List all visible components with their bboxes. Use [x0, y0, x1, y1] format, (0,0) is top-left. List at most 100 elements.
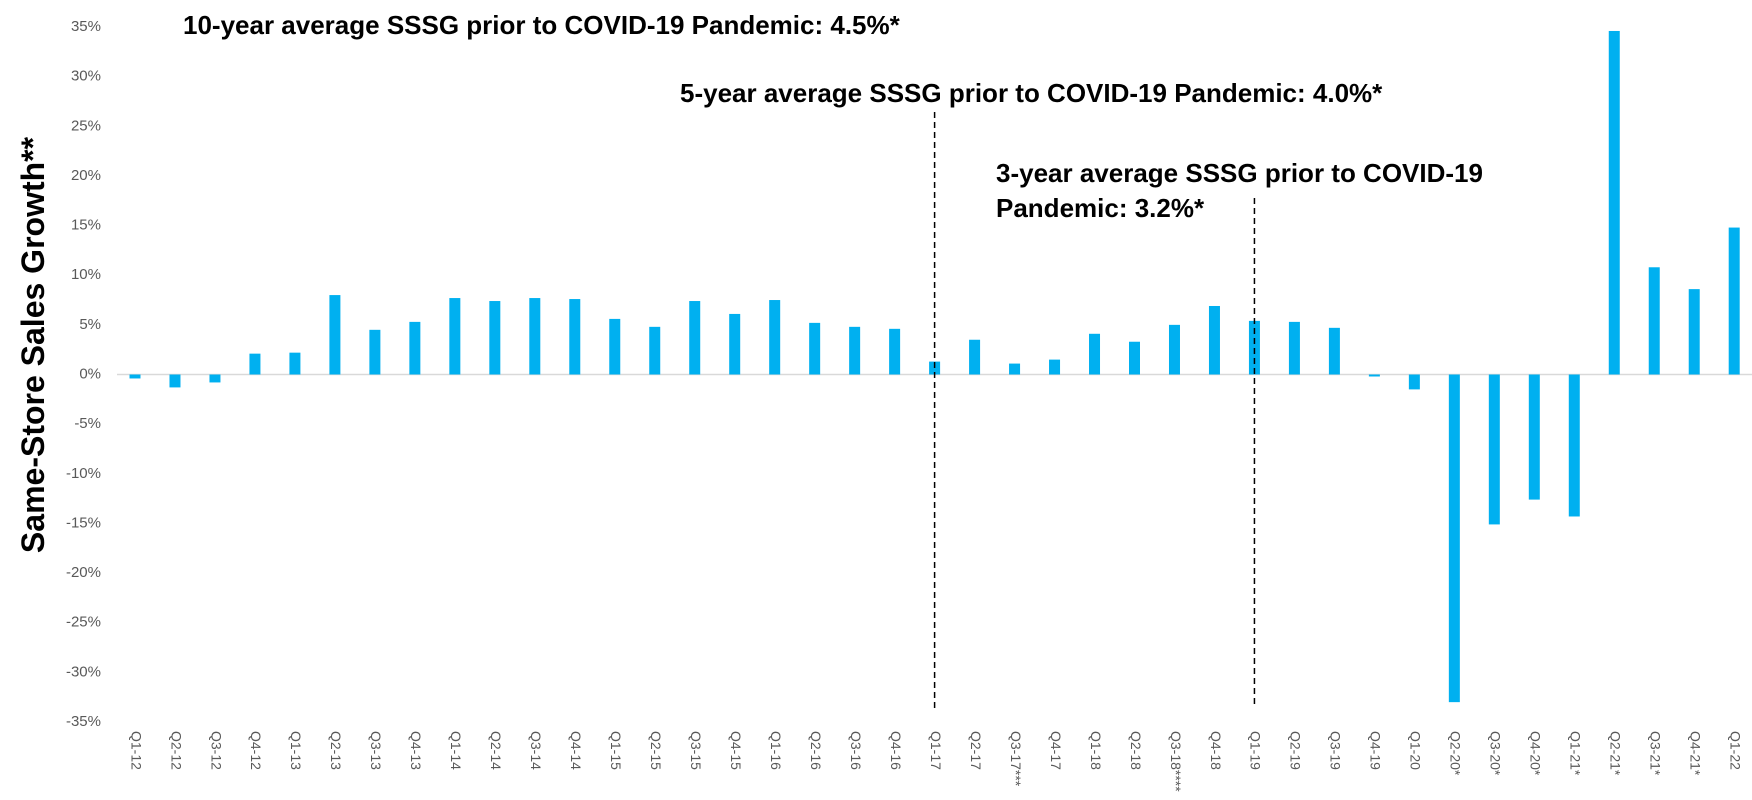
y-tick-label: 30%	[71, 68, 101, 85]
x-tick-label: Q4-12	[248, 731, 264, 770]
bar	[1448, 374, 1460, 703]
bar	[209, 374, 221, 383]
bar	[169, 374, 181, 388]
x-tick-label: Q4-17	[1048, 731, 1064, 770]
x-tick-label: Q1-15	[608, 731, 624, 770]
y-tick-label: -35%	[66, 713, 101, 730]
bar	[1688, 289, 1700, 375]
x-tick-label: Q4-14	[568, 731, 584, 770]
bar	[289, 352, 301, 375]
y-tick-label: 5%	[79, 316, 101, 333]
x-tick-label: Q3-19	[1328, 731, 1344, 770]
x-tick-label: Q4-16	[888, 731, 904, 770]
x-tick-label: Q3-21*	[1648, 731, 1664, 776]
y-tick-label: -10%	[66, 465, 101, 482]
x-tick-label: Q1-18	[1088, 731, 1104, 770]
x-tick-label: Q4-15	[728, 731, 744, 770]
y-tick-label: 15%	[71, 217, 101, 234]
x-tick-label: Q2-15	[648, 731, 664, 770]
x-tick-label: Q2-19	[1288, 731, 1304, 770]
bar	[1728, 227, 1740, 375]
bar	[969, 339, 981, 375]
bar	[649, 326, 661, 375]
annotation: 5-year average SSSG prior to COVID-19 Pa…	[680, 78, 1383, 108]
x-tick-label: Q4-20*	[1528, 731, 1544, 776]
x-tick-label: Q4-21*	[1688, 731, 1704, 776]
bar	[1608, 30, 1620, 375]
bar	[1089, 333, 1101, 375]
bar	[1528, 374, 1540, 500]
x-tick-label: Q4-18	[1208, 731, 1224, 770]
x-tick-label: Q2-20*	[1448, 731, 1464, 776]
bar	[1208, 305, 1220, 375]
x-tick-label: Q3-17***	[1008, 731, 1024, 787]
y-tick-label: -25%	[66, 614, 101, 631]
x-tick-label: Q3-12	[208, 731, 224, 770]
bar	[889, 328, 901, 375]
bar	[1488, 374, 1500, 525]
x-tick-label: Q3-13	[368, 731, 384, 770]
x-tick-label: Q1-19	[1248, 731, 1264, 770]
annotation: 10-year average SSSG prior to COVID-19 P…	[183, 10, 901, 40]
bar	[1408, 374, 1420, 390]
x-tick-label: Q3-14	[528, 731, 544, 770]
bar	[1288, 321, 1300, 375]
bar	[849, 326, 861, 375]
x-tick-label: Q3-15	[688, 731, 704, 770]
x-tick-label: Q1-22	[1727, 731, 1743, 770]
bar	[1648, 267, 1660, 375]
bar	[1129, 341, 1140, 375]
y-axis-title: Same-Store Sales Growth**	[15, 136, 51, 553]
bar	[769, 300, 781, 375]
bar	[1568, 374, 1580, 517]
x-tick-label: Q4-13	[408, 731, 424, 770]
bar	[689, 301, 701, 375]
y-tick-label: -15%	[66, 514, 101, 531]
x-tick-label: Q1-16	[768, 731, 784, 770]
bar	[1368, 374, 1380, 377]
bar	[329, 295, 341, 375]
y-tick-label: 25%	[71, 117, 101, 134]
bar	[729, 313, 741, 375]
x-tick-label: Q2-12	[168, 731, 184, 770]
x-tick-label: Q2-17	[968, 731, 984, 770]
x-tick-label: Q1-12	[128, 731, 144, 770]
bar	[1009, 363, 1021, 375]
y-tick-label: 10%	[71, 266, 101, 283]
x-tick-label: Q1-17	[928, 731, 944, 770]
y-tick-label: 20%	[71, 167, 101, 184]
y-tick-label: 35%	[71, 18, 101, 35]
bar	[1248, 320, 1260, 375]
bar	[449, 298, 461, 375]
bar	[1049, 359, 1061, 375]
y-tick-label: -20%	[66, 564, 101, 581]
x-tick-label: Q2-13	[328, 731, 344, 770]
bar	[369, 329, 381, 375]
x-tick-label: Q1-21*	[1568, 731, 1584, 776]
bar	[1328, 327, 1340, 375]
bar	[609, 318, 621, 375]
x-tick-label: Q1-20	[1408, 731, 1424, 770]
x-tick-label: Q2-18	[1128, 731, 1144, 770]
y-tick-label: 0%	[79, 365, 101, 382]
annotation: Pandemic: 3.2%*	[996, 193, 1205, 223]
x-tick-label: Q1-14	[448, 731, 464, 770]
x-tick-label: Q4-19	[1368, 731, 1384, 770]
bar	[569, 299, 581, 375]
bar	[809, 322, 821, 375]
bar	[249, 353, 261, 375]
annotation: 3-year average SSSG prior to COVID-19	[996, 158, 1483, 188]
x-tick-label: Q2-21*	[1608, 731, 1624, 776]
x-tick-label: Q3-20*	[1488, 731, 1504, 776]
bar	[489, 301, 501, 375]
bar	[409, 321, 421, 375]
x-tick-label: Q1-13	[288, 731, 304, 770]
bar	[1168, 324, 1180, 375]
y-tick-label: -30%	[66, 663, 101, 680]
x-tick-label: Q2-14	[488, 731, 504, 770]
bar	[529, 298, 541, 375]
x-tick-label: Q3-16	[848, 731, 864, 770]
y-tick-label: -5%	[74, 415, 101, 432]
bar	[929, 361, 941, 375]
